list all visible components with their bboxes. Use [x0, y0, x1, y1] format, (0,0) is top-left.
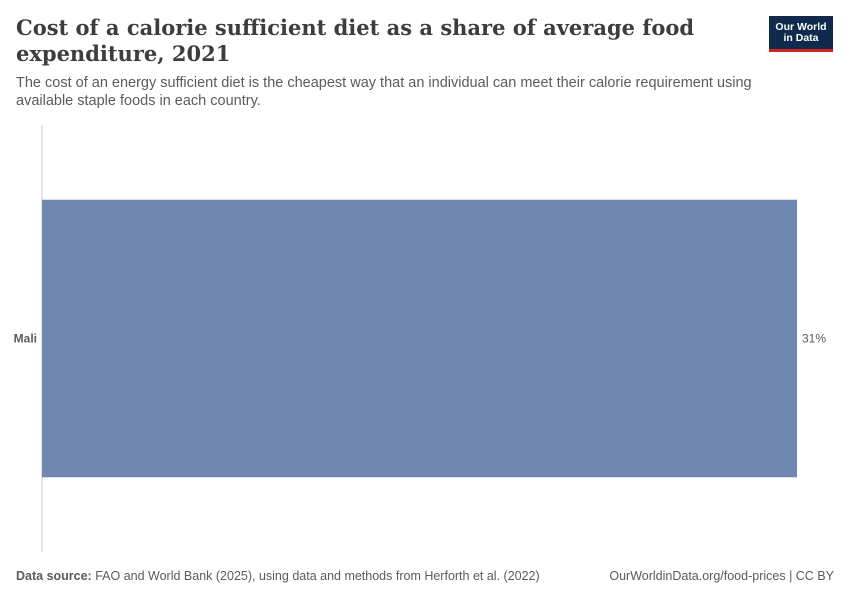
chart-title: Cost of a calorie sufficient diet as a s…	[16, 15, 695, 66]
data-source: Data source: FAO and World Bank (2025), …	[16, 569, 540, 583]
logo-line-2: in Data	[783, 31, 819, 44]
bar-mali[interactable]	[42, 199, 797, 478]
value-label: 31%	[802, 332, 826, 346]
footer: Data source: FAO and World Bank (2025), …	[16, 569, 834, 583]
url-license[interactable]: OurWorldinData.org/food-prices | CC BY	[609, 569, 834, 583]
owid-logo[interactable]: Our World in Data	[769, 16, 833, 52]
logo-line-1: Our World	[775, 20, 827, 33]
data-source-text[interactable]: FAO and World Bank (2025), using data an…	[95, 569, 540, 583]
data-source-label: Data source:	[16, 569, 92, 583]
category-label: Mali	[14, 332, 37, 346]
chart-subtitle: The cost of an energy sufficient diet is…	[16, 75, 752, 109]
